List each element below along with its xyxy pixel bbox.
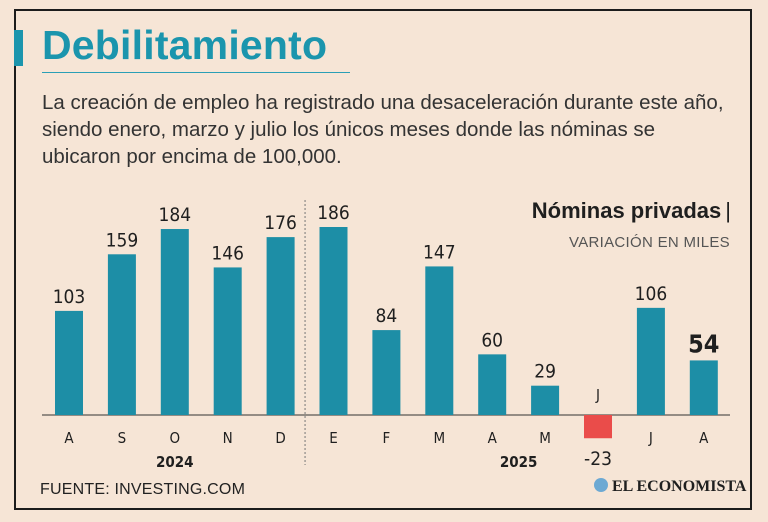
tick-label-0: A (64, 429, 74, 447)
globe-icon (594, 478, 608, 492)
frame (14, 9, 752, 510)
value-label-4: 176 (264, 212, 297, 234)
bar-6 (372, 330, 401, 415)
title-accent-bar (14, 30, 23, 66)
title-rule (42, 72, 350, 73)
value-label-6: 84 (376, 305, 398, 327)
tick-label-8: A (488, 429, 498, 447)
value-label-7: 147 (423, 241, 456, 263)
tick-label-5: E (329, 429, 338, 447)
tick-label-10: J (595, 386, 600, 404)
bar-0 (55, 310, 83, 415)
tick-label-6: F (383, 429, 391, 447)
tick-label-11: J (648, 429, 653, 447)
value-label-9: 29 (534, 361, 556, 383)
tick-label-2: O (169, 429, 180, 447)
value-label-0: 103 (53, 286, 86, 308)
tick-label-3: N (223, 429, 233, 447)
value-label-8: 60 (481, 329, 503, 351)
source-note: FUENTE: INVESTING.COM (40, 481, 246, 498)
year-label-0: 2024 (156, 453, 194, 471)
tick-label-7: M (433, 429, 445, 447)
bar-7 (425, 266, 454, 415)
chart-unit: VARIACIÓN EN MILES (569, 234, 730, 251)
tick-label-12: A (699, 429, 709, 447)
value-label-12: 54 (688, 329, 719, 358)
chart-title-text: Nóminas privadas (531, 198, 722, 223)
tick-label-1: S (118, 429, 127, 447)
bar-4 (266, 237, 295, 415)
bar-5 (319, 227, 348, 415)
tick-label-9: M (539, 429, 551, 447)
value-label-10: -23 (584, 448, 612, 470)
bar-9 (531, 385, 560, 415)
bar-11 (636, 307, 665, 415)
brand-name: EL ECONOMISTA (612, 478, 747, 495)
bar-10 (584, 415, 612, 439)
subtitle: La creación de empleo ha registrado una … (42, 91, 724, 168)
brand-logo: EL ECONOMISTA (594, 478, 746, 496)
value-label-1: 159 (106, 229, 139, 251)
value-label-11: 106 (635, 283, 668, 305)
bar-1 (107, 254, 136, 415)
chart-title: Nóminas privadas | (532, 198, 731, 224)
tick-label-4: D (275, 429, 285, 447)
value-label-5: 186 (317, 202, 350, 224)
bar-2 (160, 229, 189, 415)
value-label-2: 184 (158, 204, 191, 226)
chart-title-separator: | (725, 198, 731, 223)
year-label-1: 2025 (500, 453, 538, 471)
value-label-3: 146 (211, 242, 244, 264)
bar-8 (478, 354, 507, 415)
bar-12 (689, 360, 718, 415)
bar-3 (213, 267, 242, 415)
page-title: Debilitamiento (42, 22, 328, 68)
